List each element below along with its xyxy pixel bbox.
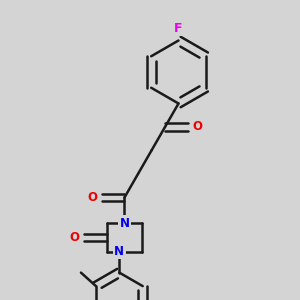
- Text: O: O: [193, 121, 202, 134]
- Text: N: N: [119, 217, 130, 230]
- Text: O: O: [70, 231, 80, 244]
- Text: F: F: [174, 22, 183, 35]
- Text: O: O: [87, 191, 97, 204]
- Text: N: N: [114, 245, 124, 258]
